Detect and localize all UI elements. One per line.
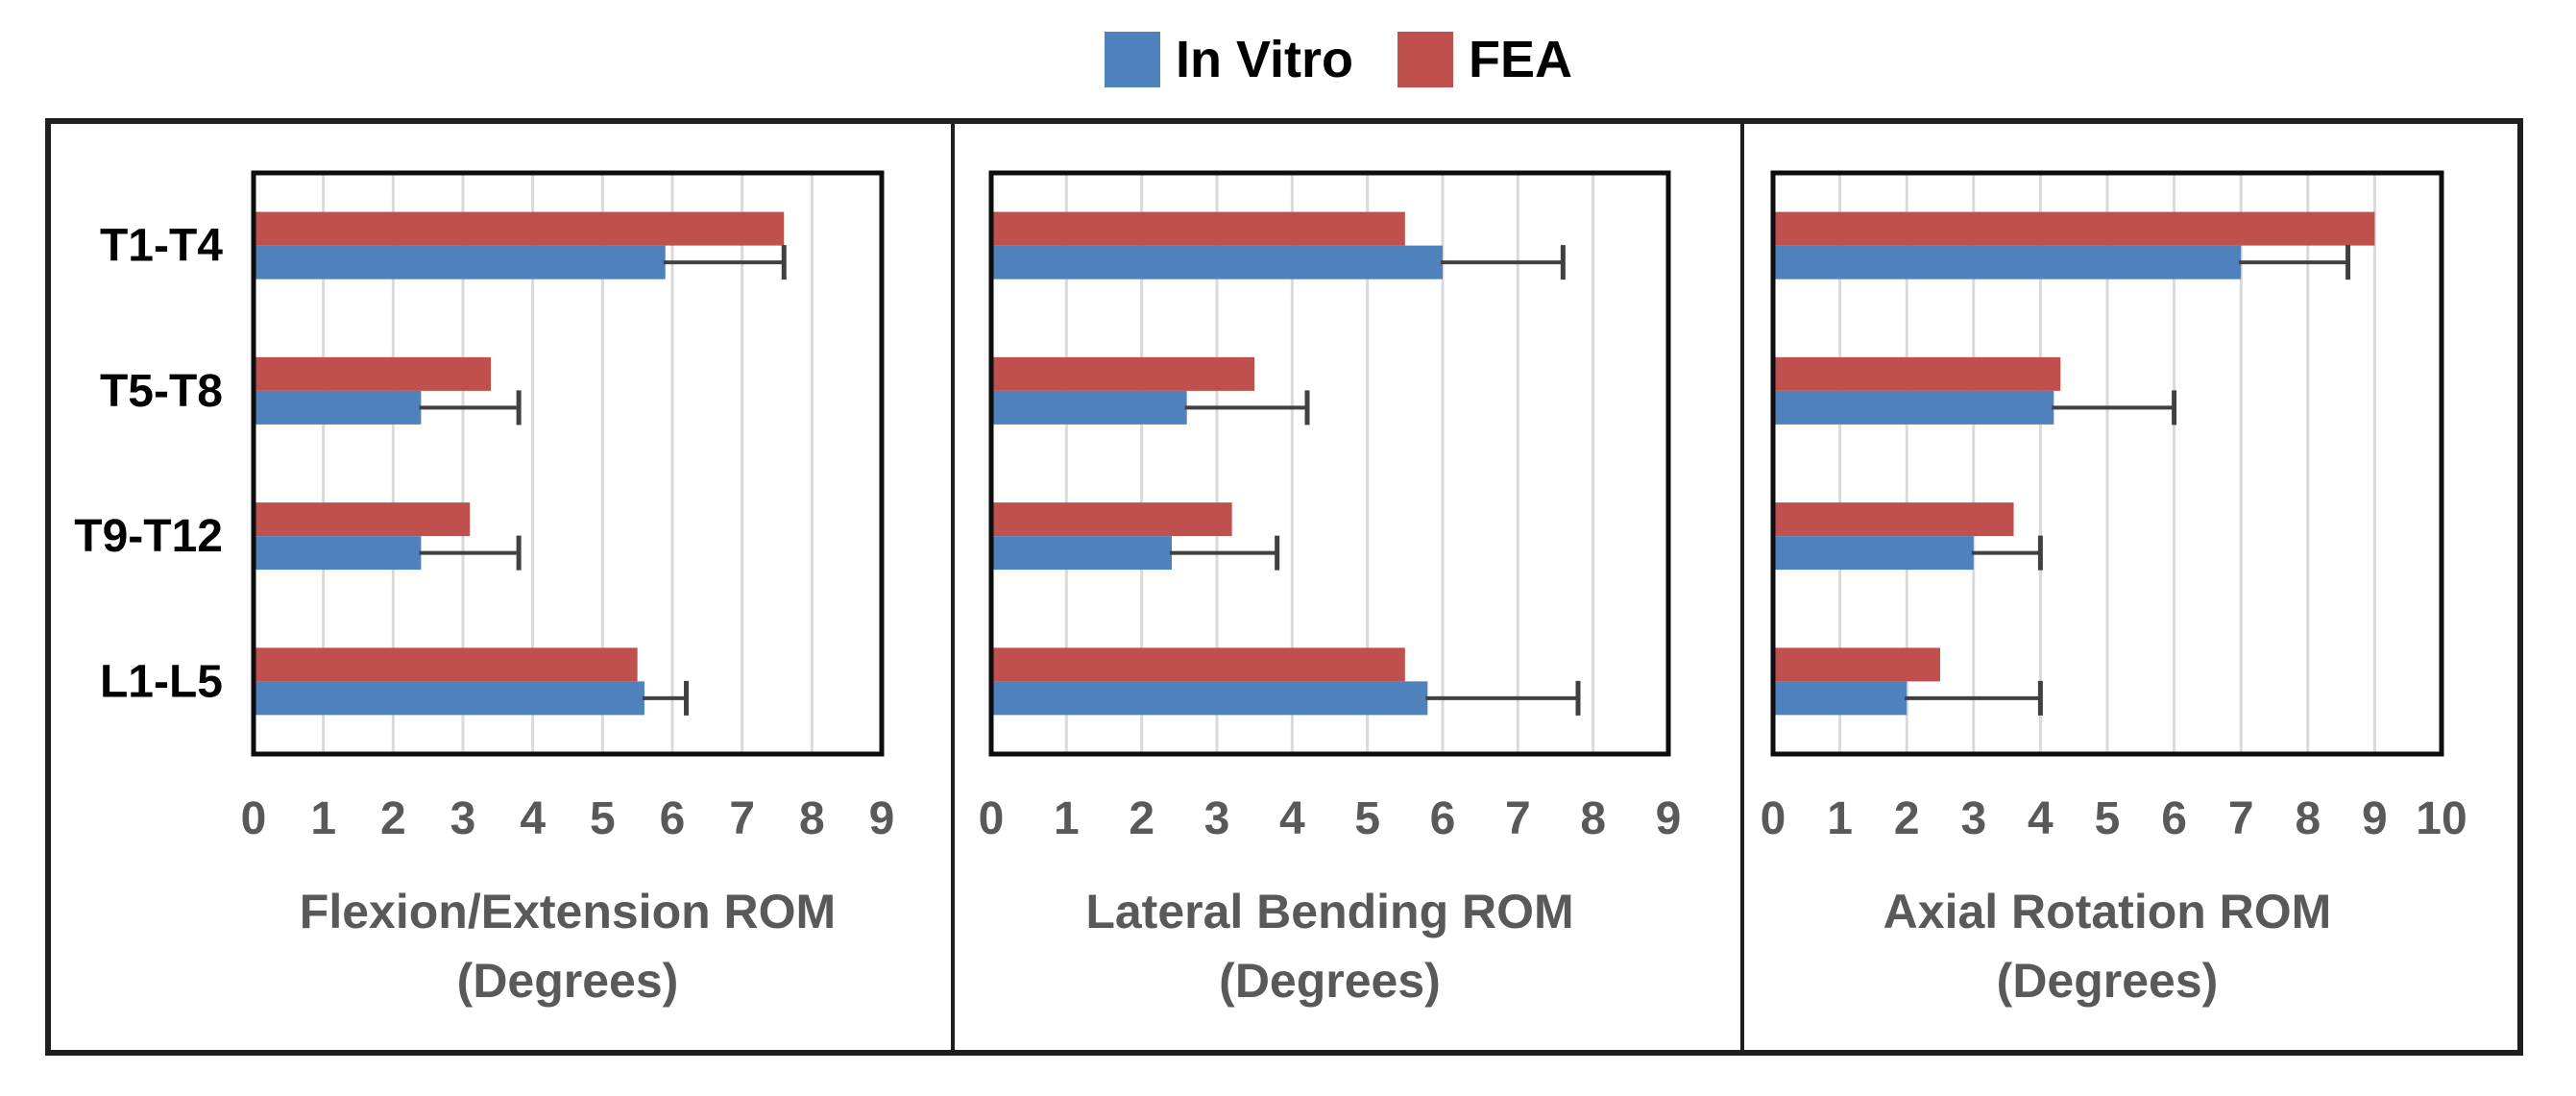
category-label-T1-T4: T1-T4 [100, 221, 223, 272]
x-tick-label: 4 [2028, 793, 2054, 844]
bar-in-vitro-T1-T4 [254, 245, 666, 280]
bar-in-vitro-T9-T12 [1773, 536, 1974, 571]
bar-fea-T5-T8 [254, 356, 492, 391]
x-tick-label: 6 [2161, 793, 2187, 844]
x-tick-label: 0 [979, 793, 1005, 844]
x-tick-label: 3 [450, 793, 476, 844]
axis-title-line2: (Degrees) [457, 954, 679, 1008]
chart-panel-3: 0 1 2 3 4 5 6 7 8 9 10 Axial Rotation ROM (Degrees) [1761, 170, 2467, 1008]
in-vitro-legend-label: In Vitro [1176, 31, 1354, 88]
bar-fea-L1-L5 [991, 647, 1405, 682]
x-tick-label: 4 [1279, 793, 1305, 844]
bar-fea-T9-T12 [991, 502, 1232, 537]
x-tick-label: 2 [1129, 793, 1154, 844]
bar-in-vitro-L1-L5 [991, 681, 1428, 716]
bar-fea-L1-L5 [1773, 647, 1940, 682]
x-tick-label: 5 [1354, 793, 1380, 844]
bar-fea-T9-T12 [1773, 502, 2014, 537]
fea-legend-label: FEA [1469, 31, 1573, 88]
x-tick-label: 1 [1054, 793, 1080, 844]
x-tick-label: 10 [2416, 793, 2467, 844]
panel-divider-2 [1740, 118, 1744, 1056]
plot-border [251, 170, 885, 757]
bar-fea-T1-T4 [254, 211, 785, 246]
x-tick-label: 6 [1430, 793, 1456, 844]
bar-in-vitro-L1-L5 [1773, 681, 1908, 716]
x-tick-label: 3 [1204, 793, 1230, 844]
chart-panel-2: 0 1 2 3 4 5 6 7 8 9 Lateral Bending ROM (Degrees) [979, 170, 1682, 1008]
axis-title-line1: Lateral Bending ROM [1085, 885, 1573, 938]
x-tick-label: 1 [310, 793, 336, 844]
bar-fea-T5-T8 [1773, 356, 2061, 391]
x-tick-label: 5 [590, 793, 616, 844]
axis-title-line2: (Degrees) [1997, 954, 2219, 1008]
legend-item-fea: FEA [1397, 32, 1572, 87]
chart-legend: In Vitro FEA [1105, 27, 1572, 92]
bar-in-vitro-T1-T4 [1773, 245, 2242, 280]
bar-fea-T1-T4 [1773, 211, 2375, 246]
fea-swatch [1397, 32, 1454, 87]
category-label-T9-T12: T9-T12 [74, 511, 223, 562]
bar-in-vitro-T5-T8 [254, 390, 422, 425]
bar-fea-T9-T12 [254, 502, 471, 537]
x-tick-label: 2 [1894, 793, 1920, 844]
bar-in-vitro-T1-T4 [991, 245, 1443, 280]
x-tick-label: 7 [729, 793, 755, 844]
bar-in-vitro-T9-T12 [991, 536, 1172, 571]
bar-fea-T5-T8 [991, 356, 1255, 391]
x-tick-label: 5 [2095, 793, 2121, 844]
panel-divider-1 [951, 118, 955, 1056]
bar-in-vitro-T9-T12 [254, 536, 422, 571]
plot-border [1770, 170, 2444, 757]
category-label-T5-T8: T5-T8 [100, 366, 223, 417]
x-tick-label: 2 [380, 793, 406, 844]
x-tick-label: 4 [520, 793, 546, 844]
plot-border [988, 170, 1671, 757]
x-tick-label: 0 [1761, 793, 1786, 844]
x-tick-label: 9 [1656, 793, 1682, 844]
x-tick-label: 9 [869, 793, 895, 844]
axis-title-line1: Flexion/Extension ROM [300, 885, 836, 938]
x-tick-label: 8 [799, 793, 825, 844]
x-tick-label: 8 [1580, 793, 1606, 844]
bar-in-vitro-T5-T8 [1773, 390, 2054, 425]
legend-item-in-vitro: In Vitro [1105, 32, 1353, 87]
category-label-L1-L5: L1-L5 [100, 656, 223, 707]
x-tick-label: 7 [1505, 793, 1531, 844]
chart-panel-1: T1-T4 T5-T8 T9-T12 L1-L5 0 1 2 3 4 5 6 7 8 9 Flexion/E… [74, 170, 895, 1008]
axis-title-line1: Axial Rotation ROM [1883, 885, 2332, 938]
bar-fea-T1-T4 [991, 211, 1405, 246]
bar-in-vitro-T5-T8 [991, 390, 1187, 425]
axis-title-line2: (Degrees) [1219, 954, 1441, 1008]
x-tick-label: 1 [1827, 793, 1853, 844]
figure-border [45, 118, 2523, 1056]
bar-fea-L1-L5 [254, 647, 638, 682]
x-tick-label: 3 [1960, 793, 1986, 844]
x-tick-label: 7 [2228, 793, 2254, 844]
x-tick-label: 9 [2362, 793, 2388, 844]
x-tick-label: 6 [660, 793, 686, 844]
x-tick-label: 8 [2295, 793, 2321, 844]
x-tick-label: 0 [241, 793, 267, 844]
in-vitro-swatch [1105, 32, 1160, 87]
bar-in-vitro-L1-L5 [254, 681, 644, 716]
